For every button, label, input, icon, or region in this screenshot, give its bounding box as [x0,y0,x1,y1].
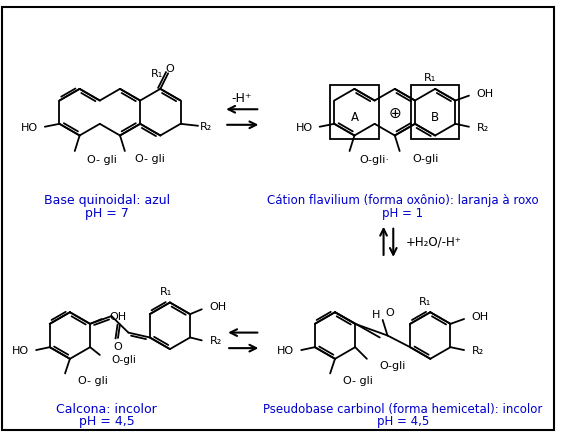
Text: HO: HO [296,123,313,132]
Text: R₁: R₁ [419,296,431,306]
Text: R₁: R₁ [151,69,163,79]
Text: R₂: R₂ [472,345,484,355]
Text: HO: HO [277,345,295,355]
Text: B: B [431,110,439,123]
Text: pH = 1: pH = 1 [382,206,423,219]
Text: R₂: R₂ [199,121,212,131]
Text: pH = 4,5: pH = 4,5 [79,414,135,427]
Text: O: O [113,341,123,351]
Text: Cátion flavilium (forma oxônio): laranja à roxo: Cátion flavilium (forma oxônio): laranja… [267,194,539,207]
Text: +H₂O/-H⁺: +H₂O/-H⁺ [406,235,462,248]
Text: R₂: R₂ [477,123,489,132]
Text: O: O [166,64,174,74]
Text: OH: OH [477,88,494,99]
Text: O-gli·: O-gli· [359,155,389,164]
Text: Calcona: incolor: Calcona: incolor [56,402,157,415]
Text: Pseudobase carbinol (forma hemicetal): incolor: Pseudobase carbinol (forma hemicetal): i… [263,402,543,415]
Text: OH: OH [472,311,489,321]
Text: pH = 7: pH = 7 [85,206,129,219]
Text: A: A [351,110,359,123]
Text: O- gli: O- gli [343,375,372,385]
Text: Base quinoidal: azul: Base quinoidal: azul [44,194,170,207]
Text: R₁: R₁ [160,286,172,296]
Text: O-gli: O-gli [379,360,406,370]
Text: O- gli: O- gli [135,153,164,163]
Text: HO: HO [21,123,38,132]
Text: O-gli: O-gli [112,354,136,364]
Text: O- gli: O- gli [88,155,117,164]
Text: pH = 4,5: pH = 4,5 [377,414,429,427]
Text: H: H [372,309,380,319]
Text: O-gli: O-gli [412,153,439,163]
Text: HO: HO [12,345,29,355]
Text: O- gli: O- gli [78,375,108,385]
Text: OH: OH [210,302,227,312]
Text: O: O [385,307,394,318]
Text: -H⁺: -H⁺ [231,92,252,105]
Text: ⊕: ⊕ [388,106,401,120]
Text: R₂: R₂ [210,336,222,346]
Text: R₁: R₁ [424,73,437,83]
Text: OH: OH [109,311,127,321]
